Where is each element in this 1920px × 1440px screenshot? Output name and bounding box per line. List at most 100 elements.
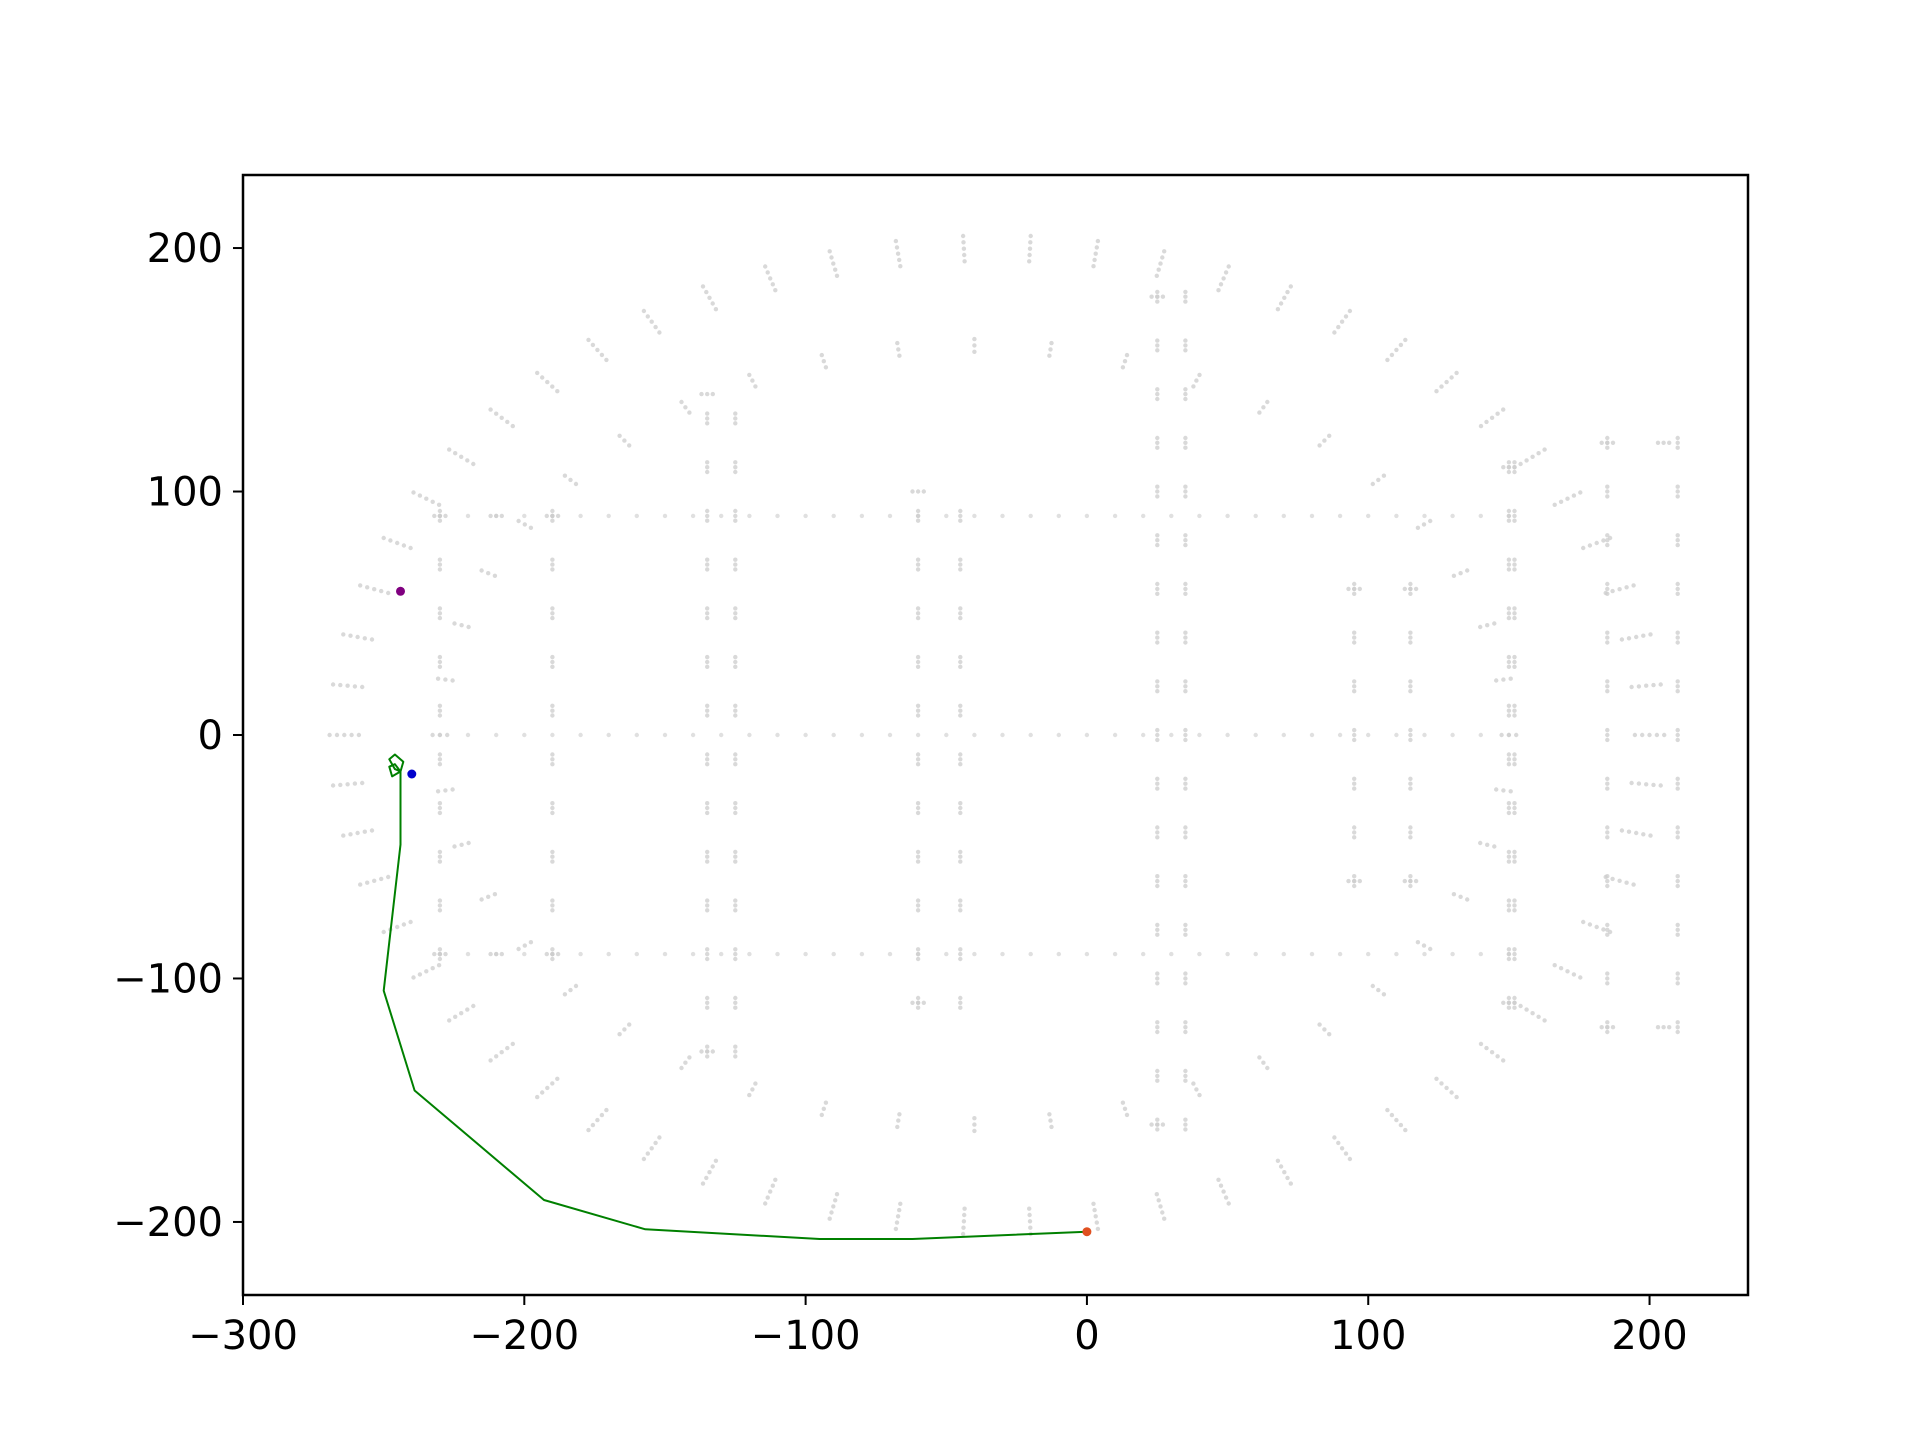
background-point [1408,679,1413,684]
background-point [437,557,443,562]
background-point [1512,664,1517,669]
background-point [550,557,555,562]
background-point [1394,951,1399,957]
background-point [1512,947,1517,952]
background-point [915,703,921,708]
background-point [833,1198,838,1203]
background-point [944,513,949,519]
background-point [550,956,555,962]
background-point [1155,338,1160,343]
background-point [719,513,724,519]
background-point [1155,874,1160,879]
background-point [1506,708,1512,713]
background-point [1512,757,1517,762]
background-point [733,713,738,718]
background-point [1675,684,1680,689]
background-point [1675,786,1680,791]
background-point [437,732,443,738]
background-point [1226,264,1231,269]
background-point [733,518,738,523]
background-point [617,1032,622,1037]
background-point [362,829,367,834]
background-point [1091,264,1096,269]
background-point [1421,522,1427,527]
background-point [1056,732,1062,738]
background-point [1506,956,1512,962]
background-point [595,1117,600,1123]
background-point [1094,245,1100,250]
background-point [1183,533,1188,538]
background-point [437,810,443,816]
background-point [1155,391,1160,397]
background-point [1478,1041,1484,1047]
background-point [1506,518,1512,523]
background-point [747,372,752,378]
background-point [1644,782,1649,787]
background-point [897,353,902,358]
background-point [1489,415,1495,420]
background-point [550,849,555,855]
background-point [1640,732,1645,738]
background-point [1155,689,1160,694]
background-point [705,469,710,475]
background-point [437,659,443,665]
background-point [1408,825,1413,830]
background-point [1389,1112,1395,1118]
background-point [1494,787,1499,792]
background-point [915,1000,921,1005]
background-point [1183,289,1188,295]
background-point [1605,533,1610,538]
background-point [1352,781,1357,786]
background-point [1636,684,1642,689]
background-point [1155,387,1160,392]
background-point [915,557,921,562]
background-point [1667,1025,1672,1030]
background-point [1558,966,1564,971]
background-point [898,264,903,269]
background-point [829,1210,834,1215]
background-point [599,352,605,358]
background-point [1158,261,1163,266]
background-point [1155,1020,1160,1025]
background-point [1183,489,1188,494]
background-point [1636,781,1642,786]
background-point [1601,927,1606,932]
background-point [1485,842,1490,847]
background-point [550,508,555,514]
background-point [827,1216,832,1221]
background-point [334,732,340,738]
trajectory-point [388,758,390,760]
background-point [1422,951,1427,957]
background-point [1675,971,1680,976]
background-point [1605,971,1610,976]
background-point [352,781,358,786]
background-point [1512,615,1517,621]
background-point [1183,1068,1188,1074]
background-point [338,782,343,788]
background-point [1428,946,1433,952]
background-point [437,801,443,806]
background-point [1183,927,1188,932]
background-point [499,415,504,420]
background-point [1675,781,1680,786]
background-point [705,995,710,1001]
trajectory-point [383,990,385,992]
background-point [893,238,899,244]
background-point [1197,951,1202,957]
background-point [437,908,443,913]
background-point [1095,1226,1101,1232]
background-point [819,1112,824,1118]
background-point [516,946,521,952]
background-point [1675,533,1680,538]
background-point [1317,1022,1322,1027]
background-point [1183,727,1188,733]
background-point [1048,1118,1053,1123]
background-point [1155,343,1160,348]
background-point [573,983,579,989]
background-point [1122,359,1128,364]
background-point [443,951,448,957]
background-point [653,1140,658,1146]
background-point [1542,1018,1547,1023]
background-point [763,264,768,269]
background-point [1124,352,1130,358]
